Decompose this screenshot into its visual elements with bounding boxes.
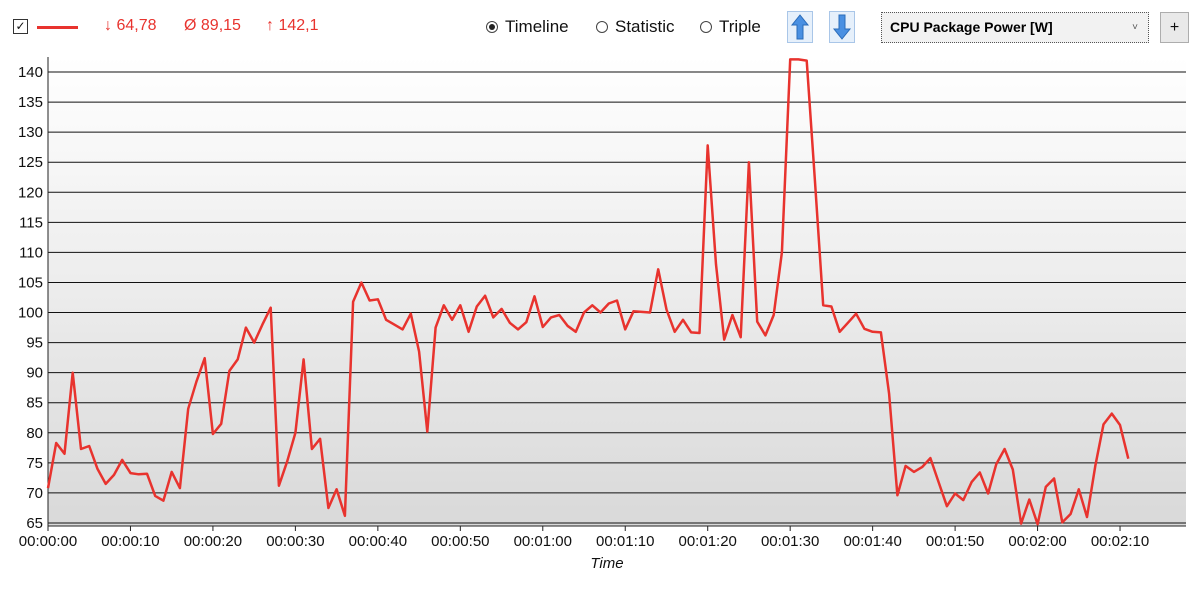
metric-select-value: CPU Package Power [W] <box>890 19 1053 35</box>
series-line <box>46 58 1130 526</box>
y-tick-label: 110 <box>19 244 43 261</box>
y-tick-label: 100 <box>18 305 43 322</box>
chart-toolbar: ✓ ↓ 64,78 Ø 89,15 ↑ 142,1 Timeline Stati… <box>0 0 1204 56</box>
x-tick-label: 00:01:00 <box>514 533 572 550</box>
y-tick-label: 65 <box>26 515 43 532</box>
y-tick-label: 95 <box>26 335 43 352</box>
radio-timeline-label: Timeline <box>505 17 569 36</box>
y-tick-label: 75 <box>26 455 43 472</box>
x-tick-label: 00:01:50 <box>926 533 984 550</box>
radio-unselected-icon <box>700 21 712 33</box>
move-up-button[interactable] <box>787 11 813 43</box>
x-tick-label: 00:00:50 <box>431 533 489 550</box>
x-tick-label: 00:00:30 <box>266 533 324 550</box>
series-group <box>46 58 1130 526</box>
arrow-up-icon <box>790 14 810 40</box>
plot-area <box>48 57 1186 526</box>
check-mark-icon: ✓ <box>15 19 26 33</box>
x-tick-label: 00:02:00 <box>1008 533 1066 550</box>
add-chart-button[interactable]: + <box>1160 12 1189 43</box>
x-tick-label: 00:00:40 <box>349 533 407 550</box>
y-tick-label: 125 <box>18 154 43 171</box>
chevron-down-icon: ˅ <box>1132 22 1138 33</box>
line-chart: 65 70 75 80 85 90 95 100 105 110 115 120 125 130 135 14… <box>18 57 1186 572</box>
x-tick-label: 00:00:00 <box>19 533 77 550</box>
radio-statistic[interactable]: Statistic <box>596 17 675 37</box>
x-tick-label: 00:00:20 <box>184 533 242 550</box>
y-tick-label: 120 <box>18 184 43 201</box>
x-tick-label: 00:01:10 <box>596 533 654 550</box>
y-tick-label: 85 <box>26 395 43 412</box>
x-axis-label: Time <box>590 555 623 572</box>
arrow-down-icon <box>832 14 852 40</box>
series-legend-swatch <box>37 26 78 29</box>
metric-select[interactable]: CPU Package Power [W] ˅ <box>881 12 1149 43</box>
x-tick-label: 00:00:10 <box>101 533 159 550</box>
y-tick-label: 90 <box>26 365 43 382</box>
x-axis: 00:00:00 00:00:10 00:00:20 00:00:30 00:00:40… <box>19 526 1149 550</box>
radio-statistic-label: Statistic <box>615 17 675 36</box>
x-tick-label: 00:01:30 <box>761 533 819 550</box>
y-tick-label: 80 <box>26 425 43 442</box>
radio-timeline[interactable]: Timeline <box>486 17 569 37</box>
move-down-button[interactable] <box>829 11 855 43</box>
radio-selected-icon <box>486 21 498 33</box>
x-tick-label: 00:01:20 <box>679 533 737 550</box>
min-value: ↓ 64,78 <box>104 17 157 34</box>
y-tick-label: 140 <box>18 64 43 81</box>
series-visibility-checkbox[interactable]: ✓ <box>13 19 28 34</box>
x-tick-label: 00:02:10 <box>1091 533 1149 550</box>
y-tick-label: 130 <box>18 124 43 141</box>
y-tick-label: 105 <box>18 274 43 291</box>
y-tick-label: 115 <box>19 214 43 231</box>
radio-unselected-icon <box>596 21 608 33</box>
radio-triple[interactable]: Triple <box>700 17 761 37</box>
y-tick-label: 135 <box>18 94 43 111</box>
y-tick-label: 70 <box>26 485 43 502</box>
max-value: ↑ 142,1 <box>266 17 319 34</box>
avg-value: Ø 89,15 <box>184 17 241 34</box>
x-tick-label: 00:01:40 <box>843 533 901 550</box>
y-axis: 65 70 75 80 85 90 95 100 105 110 115 120 125 130 135 14… <box>18 64 43 532</box>
radio-triple-label: Triple <box>719 17 761 36</box>
